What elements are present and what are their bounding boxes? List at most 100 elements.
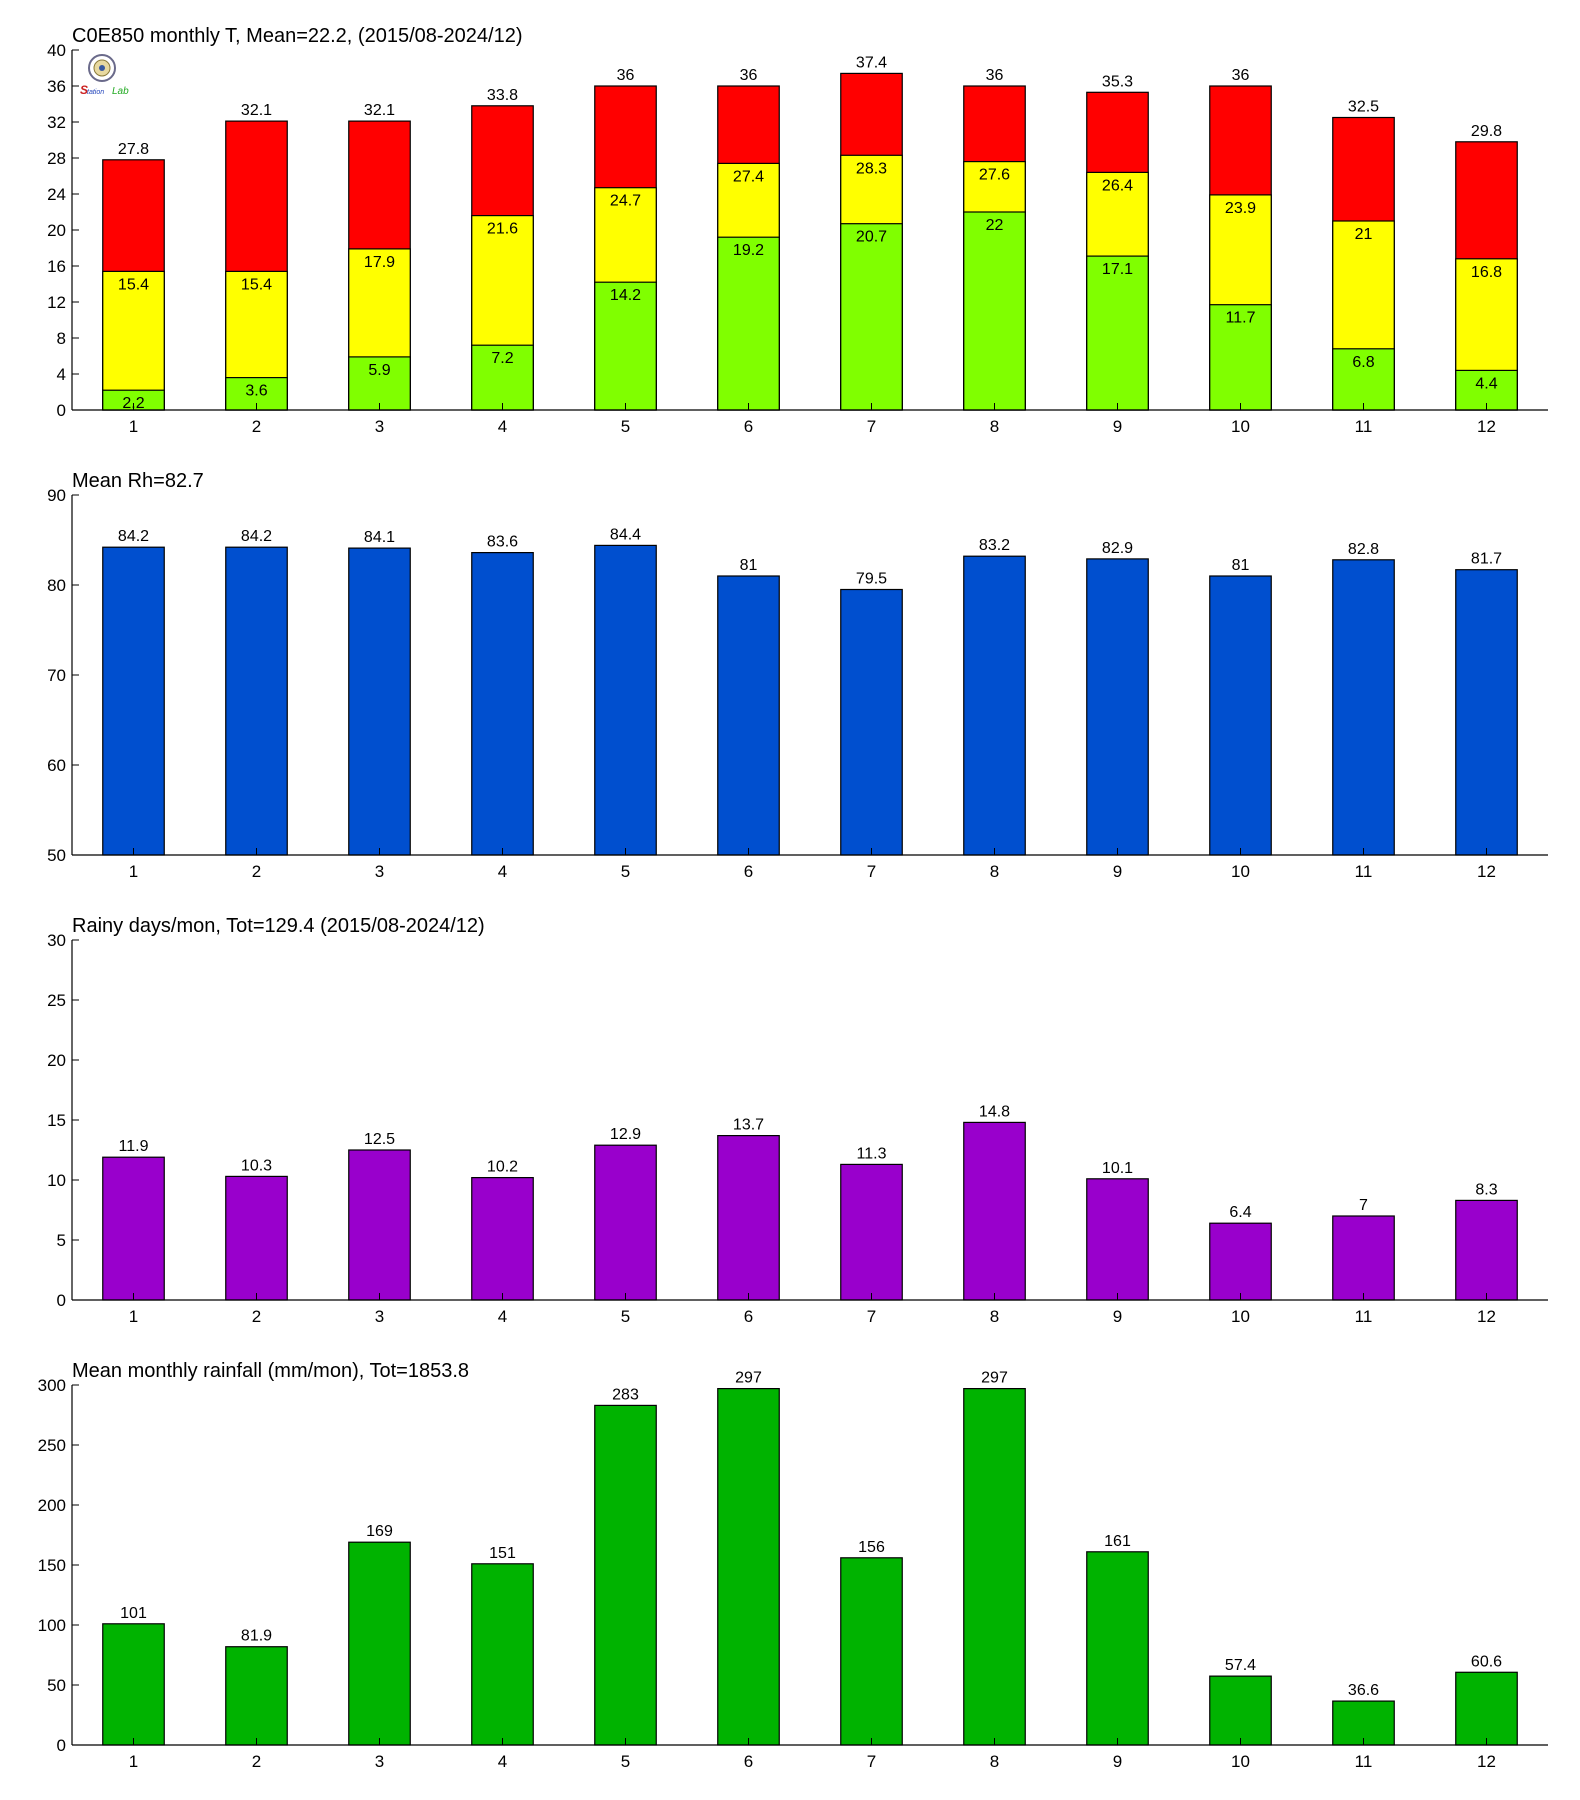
bar-2-6 [717,575,780,856]
y-tick-label-1-4: 4 [57,365,66,384]
y-tick-label-1-16: 16 [47,257,66,276]
bar-2-1 [102,546,165,856]
data-label-4-7: 156 [858,1539,885,1556]
station-seal-logo: S tation Lab [78,50,132,100]
label-tmin-7: 20.7 [856,229,887,246]
x-tick-label-3-2: 2 [252,1307,261,1326]
x-tick-label-3-7: 7 [867,1307,876,1326]
x-tick-label-2-7: 7 [867,862,876,881]
x-tick-label-2-4: 4 [498,862,507,881]
label-tmax-2: 32.1 [241,102,272,119]
x-tick-label-4-8: 8 [990,1752,999,1771]
data-label-2-12: 81.7 [1471,551,1502,568]
bar-4-12 [1455,1671,1518,1746]
data-label-4-3: 169 [366,1523,393,1540]
data-label-2-7: 79.5 [856,571,887,588]
bar-3-6 [717,1134,780,1301]
y-tick-label-1-36: 36 [47,77,66,96]
label-tmean-9: 26.4 [1102,177,1133,194]
x-tick-label-4-10: 10 [1231,1752,1250,1771]
x-tick-label-2-12: 12 [1477,862,1496,881]
x-tick-label-3-12: 12 [1477,1307,1496,1326]
bar-4-9 [1086,1551,1149,1746]
data-label-4-8: 297 [981,1370,1008,1387]
data-label-2-8: 83.2 [979,537,1010,554]
y-tick-label-2-90: 90 [47,486,66,505]
y-tick-label-3-20: 20 [47,1051,66,1070]
y-tick-label-4-200: 200 [38,1496,66,1515]
data-label-3-12: 8.3 [1475,1181,1497,1198]
y-tick-label-1-20: 20 [47,221,66,240]
label-tmax-4: 33.8 [487,87,518,104]
x-tick-label-1-2: 2 [252,417,261,436]
x-tick-label-1-5: 5 [621,417,630,436]
x-tick-label-1-11: 11 [1355,417,1373,436]
data-label-4-6: 297 [735,1370,762,1387]
bar-2-10 [1209,575,1272,856]
label-tmin-5: 14.2 [610,287,641,304]
x-tick-label-2-8: 8 [990,862,999,881]
bar-4-11 [1332,1700,1395,1746]
bar-4-7 [840,1557,903,1746]
label-tmean-8: 27.6 [979,167,1010,184]
x-tick-label-3-11: 11 [1355,1307,1373,1326]
bar-2-4 [471,551,534,856]
bar-2-5 [594,544,657,856]
x-tick-label-3-4: 4 [498,1307,507,1326]
bar-3-7 [840,1163,903,1301]
data-label-3-3: 12.5 [364,1131,395,1148]
x-tick-label-1-10: 10 [1231,417,1250,436]
data-label-2-1: 84.2 [118,528,149,545]
data-label-2-4: 83.6 [487,534,518,551]
x-tick-label-1-4: 4 [498,417,507,436]
label-tmean-11: 21 [1355,226,1373,243]
y-tick-label-2-50: 50 [47,846,66,865]
data-label-2-10: 81 [1232,557,1250,574]
bar-4-5 [594,1404,657,1746]
x-tick-label-4-12: 12 [1477,1752,1496,1771]
bar-tmin-8 [963,211,1026,411]
x-tick-label-1-9: 9 [1113,417,1122,436]
x-tick-label-2-11: 11 [1355,862,1373,881]
y-tick-label-4-50: 50 [47,1676,66,1695]
x-tick-label-2-2: 2 [252,862,261,881]
label-tmin-4: 7.2 [491,350,513,367]
data-label-4-12: 60.6 [1471,1653,1502,1670]
seal-icon: S tation Lab [80,54,129,97]
y-tick-label-3-10: 10 [47,1171,66,1190]
y-tick-label-1-12: 12 [47,293,66,312]
x-tick-label-3-1: 1 [129,1307,138,1326]
label-tmean-12: 16.8 [1471,264,1502,281]
y-tick-label-1-28: 28 [47,149,66,168]
x-tick-label-3-8: 8 [990,1307,999,1326]
y-tick-label-4-0: 0 [57,1736,66,1755]
bar-2-8 [963,555,1026,856]
y-tick-label-4-100: 100 [38,1616,66,1635]
data-label-2-11: 82.8 [1348,541,1379,558]
svg-text:S: S [80,83,88,97]
data-label-4-2: 81.9 [241,1628,272,1645]
bar-2-3 [348,547,411,856]
data-label-3-7: 11.3 [857,1145,887,1162]
bar-2-12 [1455,569,1518,856]
bar-tmin-11 [1332,348,1395,411]
data-label-3-6: 13.7 [733,1117,764,1134]
data-label-2-6: 81 [740,557,758,574]
data-label-4-1: 101 [120,1605,147,1622]
label-tmean-3: 17.9 [364,254,395,271]
x-tick-label-3-10: 10 [1231,1307,1250,1326]
label-tmin-10: 11.7 [1226,310,1256,327]
label-tmax-11: 32.5 [1348,99,1379,116]
bar-tmin-5 [594,281,657,411]
bar-3-1 [102,1156,165,1301]
y-tick-label-2-80: 80 [47,576,66,595]
chart-title-3: Rainy days/mon, Tot=129.4 (2015/08-2024/… [72,915,485,937]
bar-4-3 [348,1541,411,1746]
data-label-4-4: 151 [489,1545,516,1562]
y-tick-label-1-40: 40 [47,41,66,60]
bar-3-11 [1332,1215,1395,1301]
bar-4-6 [717,1387,780,1746]
data-label-2-9: 82.9 [1102,540,1133,557]
svg-text:tation: tation [87,89,104,96]
